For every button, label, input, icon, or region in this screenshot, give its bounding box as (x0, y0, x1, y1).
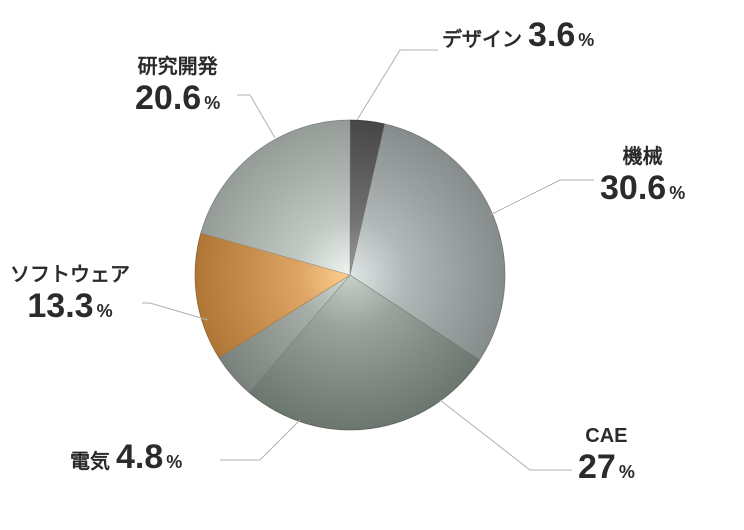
label-1: 機械30.6% (600, 140, 685, 208)
label-4: ソフトウェア13.3% (10, 258, 130, 326)
label-cat: デザイン (442, 29, 522, 51)
label-val: 20.6 (135, 79, 201, 117)
label-val: 4.8 (116, 438, 163, 476)
percent-sign: % (669, 183, 685, 203)
percent-sign: % (204, 93, 220, 113)
percent-sign: % (97, 301, 113, 321)
percent-sign: % (578, 30, 594, 50)
label-cat: 電気 (70, 451, 110, 473)
label-val: 13.3 (27, 287, 93, 325)
label-cat: ソフトウェア (10, 258, 130, 287)
label-cat: 研究開発 (135, 50, 220, 79)
label-val: 3.6 (528, 16, 575, 54)
label-cat: 機械 (600, 140, 685, 169)
label-cat: CAE (578, 425, 635, 448)
label-2: CAE27% (578, 425, 635, 487)
label-0: デザイン 3.6% (442, 16, 594, 55)
label-5: 研究開発20.6% (135, 50, 220, 118)
label-3: 電気 4.8% (70, 438, 182, 477)
percent-sign: % (166, 452, 182, 472)
label-val: 27 (578, 448, 616, 486)
label-val: 30.6 (600, 169, 666, 207)
percent-sign: % (619, 462, 635, 482)
